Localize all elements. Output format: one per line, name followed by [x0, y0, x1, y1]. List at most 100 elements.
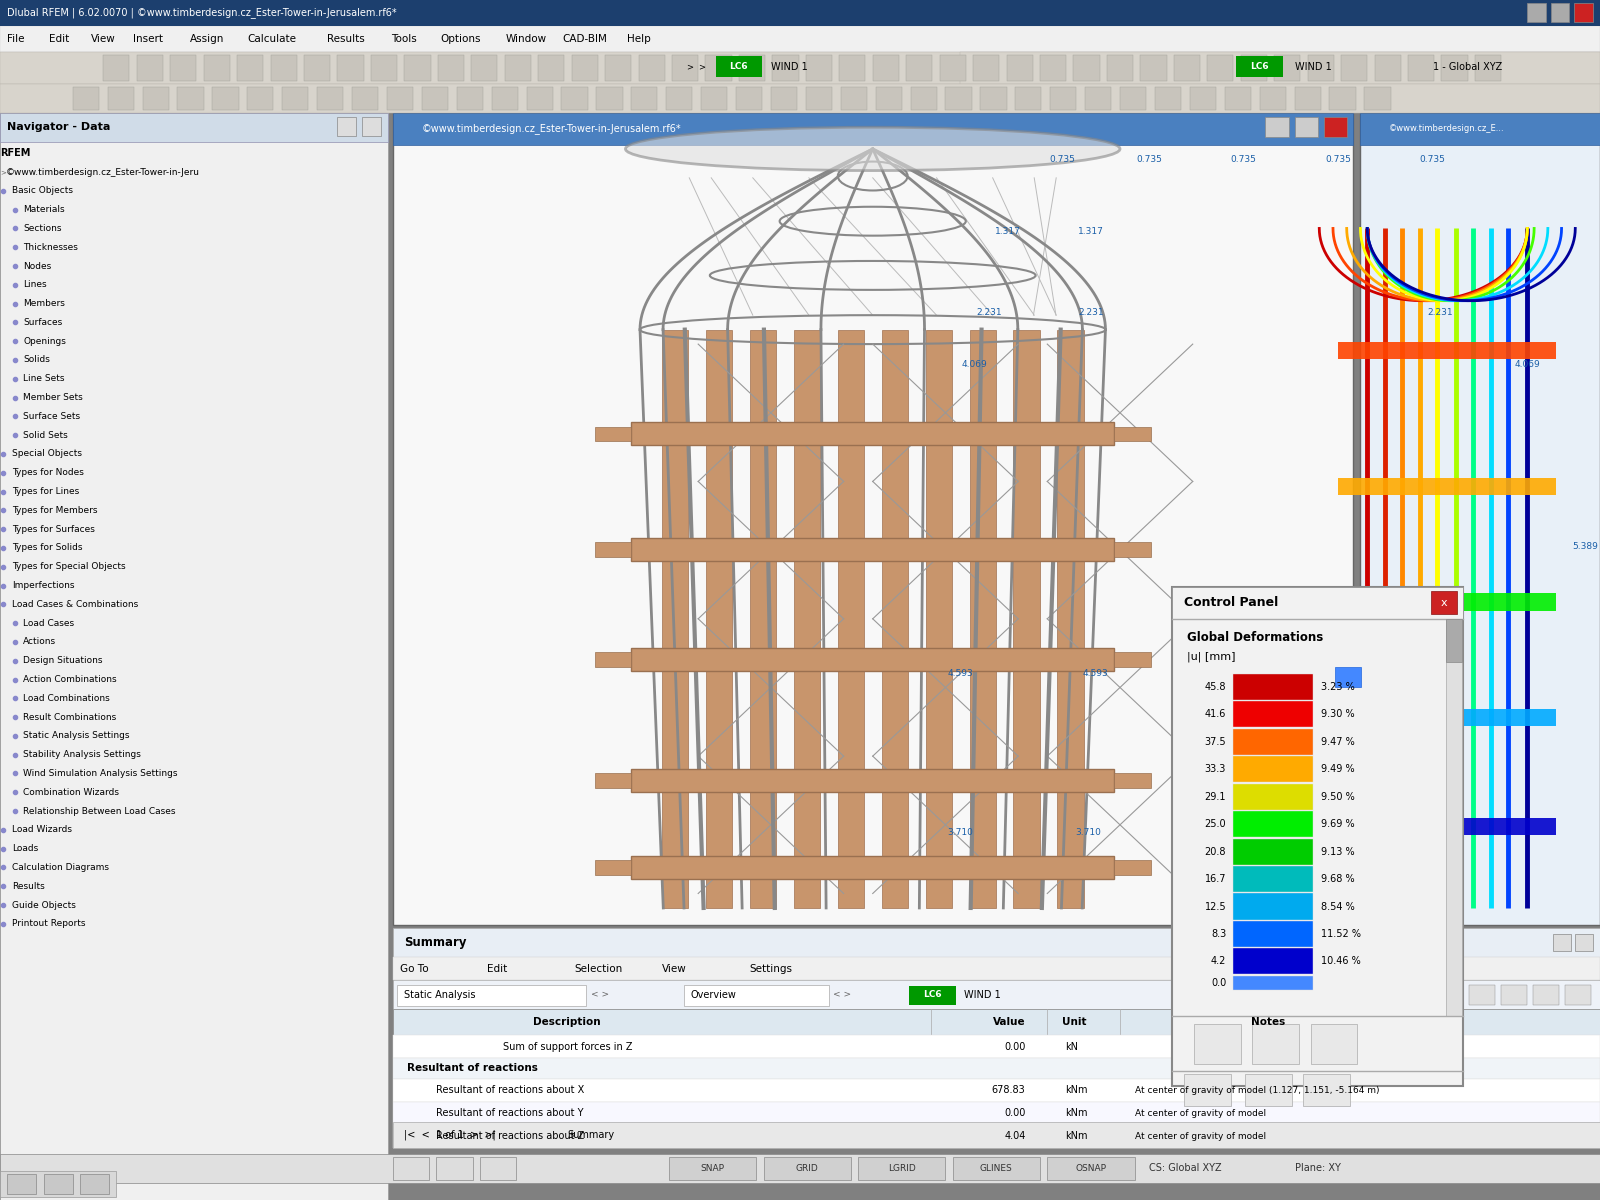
Text: >: >: [698, 62, 706, 71]
Text: Resultant of reactions about X: Resultant of reactions about X: [437, 1085, 584, 1096]
Bar: [1234, 920, 1314, 947]
Bar: [456, 86, 483, 110]
Bar: [1446, 619, 1462, 662]
Text: 4.2: 4.2: [1211, 956, 1226, 966]
Text: Relationship Between Load Cases: Relationship Between Load Cases: [24, 806, 176, 816]
Text: 3.23 %: 3.23 %: [1320, 682, 1355, 691]
Text: 1.317: 1.317: [1078, 227, 1104, 236]
Text: 1 - Global XYZ: 1 - Global XYZ: [1432, 61, 1502, 72]
Text: < >: < >: [590, 990, 608, 1000]
Bar: [1194, 1024, 1240, 1064]
Bar: [906, 55, 933, 80]
Bar: [304, 55, 330, 80]
Text: Resultant of reactions about Z: Resultant of reactions about Z: [437, 1132, 584, 1141]
Bar: [1234, 948, 1314, 974]
Bar: [632, 538, 1114, 560]
Bar: [1338, 709, 1557, 726]
Bar: [1234, 811, 1314, 838]
Text: Types for Special Objects: Types for Special Objects: [11, 563, 125, 571]
Text: Options: Options: [440, 34, 482, 44]
Text: 0.00: 0.00: [1005, 1109, 1026, 1118]
Bar: [1184, 1074, 1230, 1106]
Bar: [526, 86, 552, 110]
Text: 0.735: 0.735: [1419, 155, 1446, 163]
Bar: [838, 330, 864, 908]
Text: 9.49 %: 9.49 %: [1320, 764, 1354, 774]
Bar: [104, 55, 130, 80]
Bar: [1173, 587, 1464, 619]
Text: Solids: Solids: [24, 355, 50, 365]
Text: View: View: [662, 964, 686, 973]
Text: 9.69 %: 9.69 %: [1320, 820, 1354, 829]
Bar: [472, 55, 498, 80]
Text: At center of gravity of model (1.127, 1.151, -5.164 m): At center of gravity of model (1.127, 1.…: [1134, 1086, 1379, 1094]
Bar: [571, 55, 598, 80]
Text: ©www.timberdesign.cz_Ester-Tower-in-Jerusalem.rf6*: ©www.timberdesign.cz_Ester-Tower-in-Jeru…: [422, 124, 682, 134]
Bar: [1432, 592, 1458, 614]
Bar: [1174, 55, 1200, 80]
Text: Materials: Materials: [24, 205, 66, 214]
Bar: [362, 118, 381, 136]
Text: Line Sets: Line Sets: [24, 374, 64, 383]
Text: OSNAP: OSNAP: [1075, 1164, 1107, 1172]
Bar: [437, 1157, 472, 1180]
Text: 1.317: 1.317: [995, 227, 1021, 236]
Text: Dlubal RFEM | 6.02.0070 | ©www.timberdesign.cz_Ester-Tower-in-Jerusalem.rf6*: Dlubal RFEM | 6.02.0070 | ©www.timberdes…: [8, 7, 397, 18]
Text: Load Combinations: Load Combinations: [24, 694, 110, 703]
Bar: [701, 86, 728, 110]
Text: 8.3: 8.3: [1211, 929, 1226, 938]
Text: Notes: Notes: [1251, 1018, 1285, 1027]
Bar: [405, 55, 430, 80]
Text: |<  <  1 of 1  >  >|: |< < 1 of 1 > >|: [405, 1129, 496, 1140]
Text: CAD-BIM: CAD-BIM: [562, 34, 608, 44]
Bar: [1574, 2, 1592, 22]
Text: 0.00: 0.00: [1005, 1042, 1026, 1051]
Bar: [773, 55, 798, 80]
Text: Sections: Sections: [24, 224, 62, 233]
Bar: [739, 55, 765, 80]
Text: 41.6: 41.6: [1205, 709, 1226, 719]
Text: 678.83: 678.83: [992, 1085, 1026, 1096]
Text: 3.710: 3.710: [947, 828, 973, 838]
Text: Insert: Insert: [133, 34, 163, 44]
Text: 29.1: 29.1: [1205, 792, 1226, 802]
Bar: [0, 113, 389, 1200]
Bar: [1259, 86, 1286, 110]
Bar: [595, 774, 632, 788]
Bar: [1074, 55, 1099, 80]
Text: 9.13 %: 9.13 %: [1320, 846, 1354, 857]
Text: Overview: Overview: [691, 990, 736, 1000]
Text: 5.389: 5.389: [1573, 542, 1598, 551]
Bar: [1338, 342, 1557, 360]
Text: Calculation Diagrams: Calculation Diagrams: [11, 863, 109, 872]
Bar: [1338, 594, 1557, 611]
Bar: [632, 856, 1114, 880]
Text: Unit: Unit: [1062, 1018, 1086, 1027]
Text: 2.231: 2.231: [1078, 307, 1104, 317]
Text: LC6: LC6: [923, 990, 942, 1000]
Text: Surface Sets: Surface Sets: [24, 412, 80, 421]
Bar: [1224, 86, 1251, 110]
Bar: [504, 55, 531, 80]
Bar: [1234, 756, 1314, 782]
Bar: [1304, 1074, 1350, 1106]
Text: Edit: Edit: [488, 964, 507, 973]
Bar: [397, 984, 586, 1007]
Text: Global Deformations: Global Deformations: [1187, 631, 1323, 644]
Bar: [1234, 866, 1314, 892]
Bar: [960, 52, 1600, 84]
Bar: [237, 55, 264, 80]
Text: 45.8: 45.8: [1205, 682, 1226, 691]
Bar: [981, 86, 1006, 110]
Text: Types for Lines: Types for Lines: [11, 487, 78, 496]
Text: 37.5: 37.5: [1205, 737, 1226, 746]
Text: Special Objects: Special Objects: [11, 450, 82, 458]
Text: Summary: Summary: [568, 1130, 614, 1140]
Bar: [1360, 113, 1600, 925]
Bar: [952, 1157, 1040, 1180]
Bar: [1016, 86, 1042, 110]
Bar: [203, 55, 230, 80]
Bar: [910, 86, 936, 110]
Bar: [597, 86, 622, 110]
Bar: [1442, 55, 1467, 80]
